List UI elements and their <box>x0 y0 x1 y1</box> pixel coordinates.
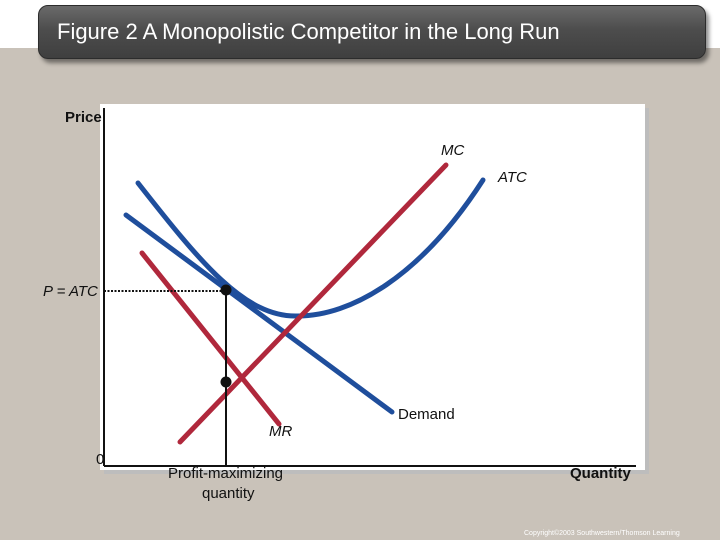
atc-curve <box>135 177 486 319</box>
y-axis-label: Price <box>65 109 102 126</box>
plot-area <box>100 104 645 470</box>
mc-label: MC <box>441 142 465 159</box>
atc-label: ATC <box>498 169 527 186</box>
demand-label: Demand <box>398 406 455 423</box>
mr-label: MR <box>269 423 293 440</box>
title-bar: Figure 2 A Monopolistic Competitor in th… <box>38 5 706 59</box>
mc-curve <box>177 162 449 445</box>
tangency-point <box>220 284 232 296</box>
mr-curve <box>139 250 282 427</box>
quantity-label-line2: quantity <box>202 485 255 502</box>
price-level-label: P = ATC <box>43 283 98 300</box>
mr-mc-intersection-point <box>220 376 232 388</box>
origin-label: 0 <box>96 451 105 468</box>
copyright-notice: Copyright©2003 Southwestern/Thomson Lear… <box>524 530 680 537</box>
demand-curve <box>123 212 395 415</box>
quantity-label-line1: Profit-maximizing <box>168 465 284 482</box>
slide-title: Figure 2 A Monopolistic Competitor in th… <box>57 19 560 44</box>
x-axis-label: Quantity <box>570 465 631 482</box>
